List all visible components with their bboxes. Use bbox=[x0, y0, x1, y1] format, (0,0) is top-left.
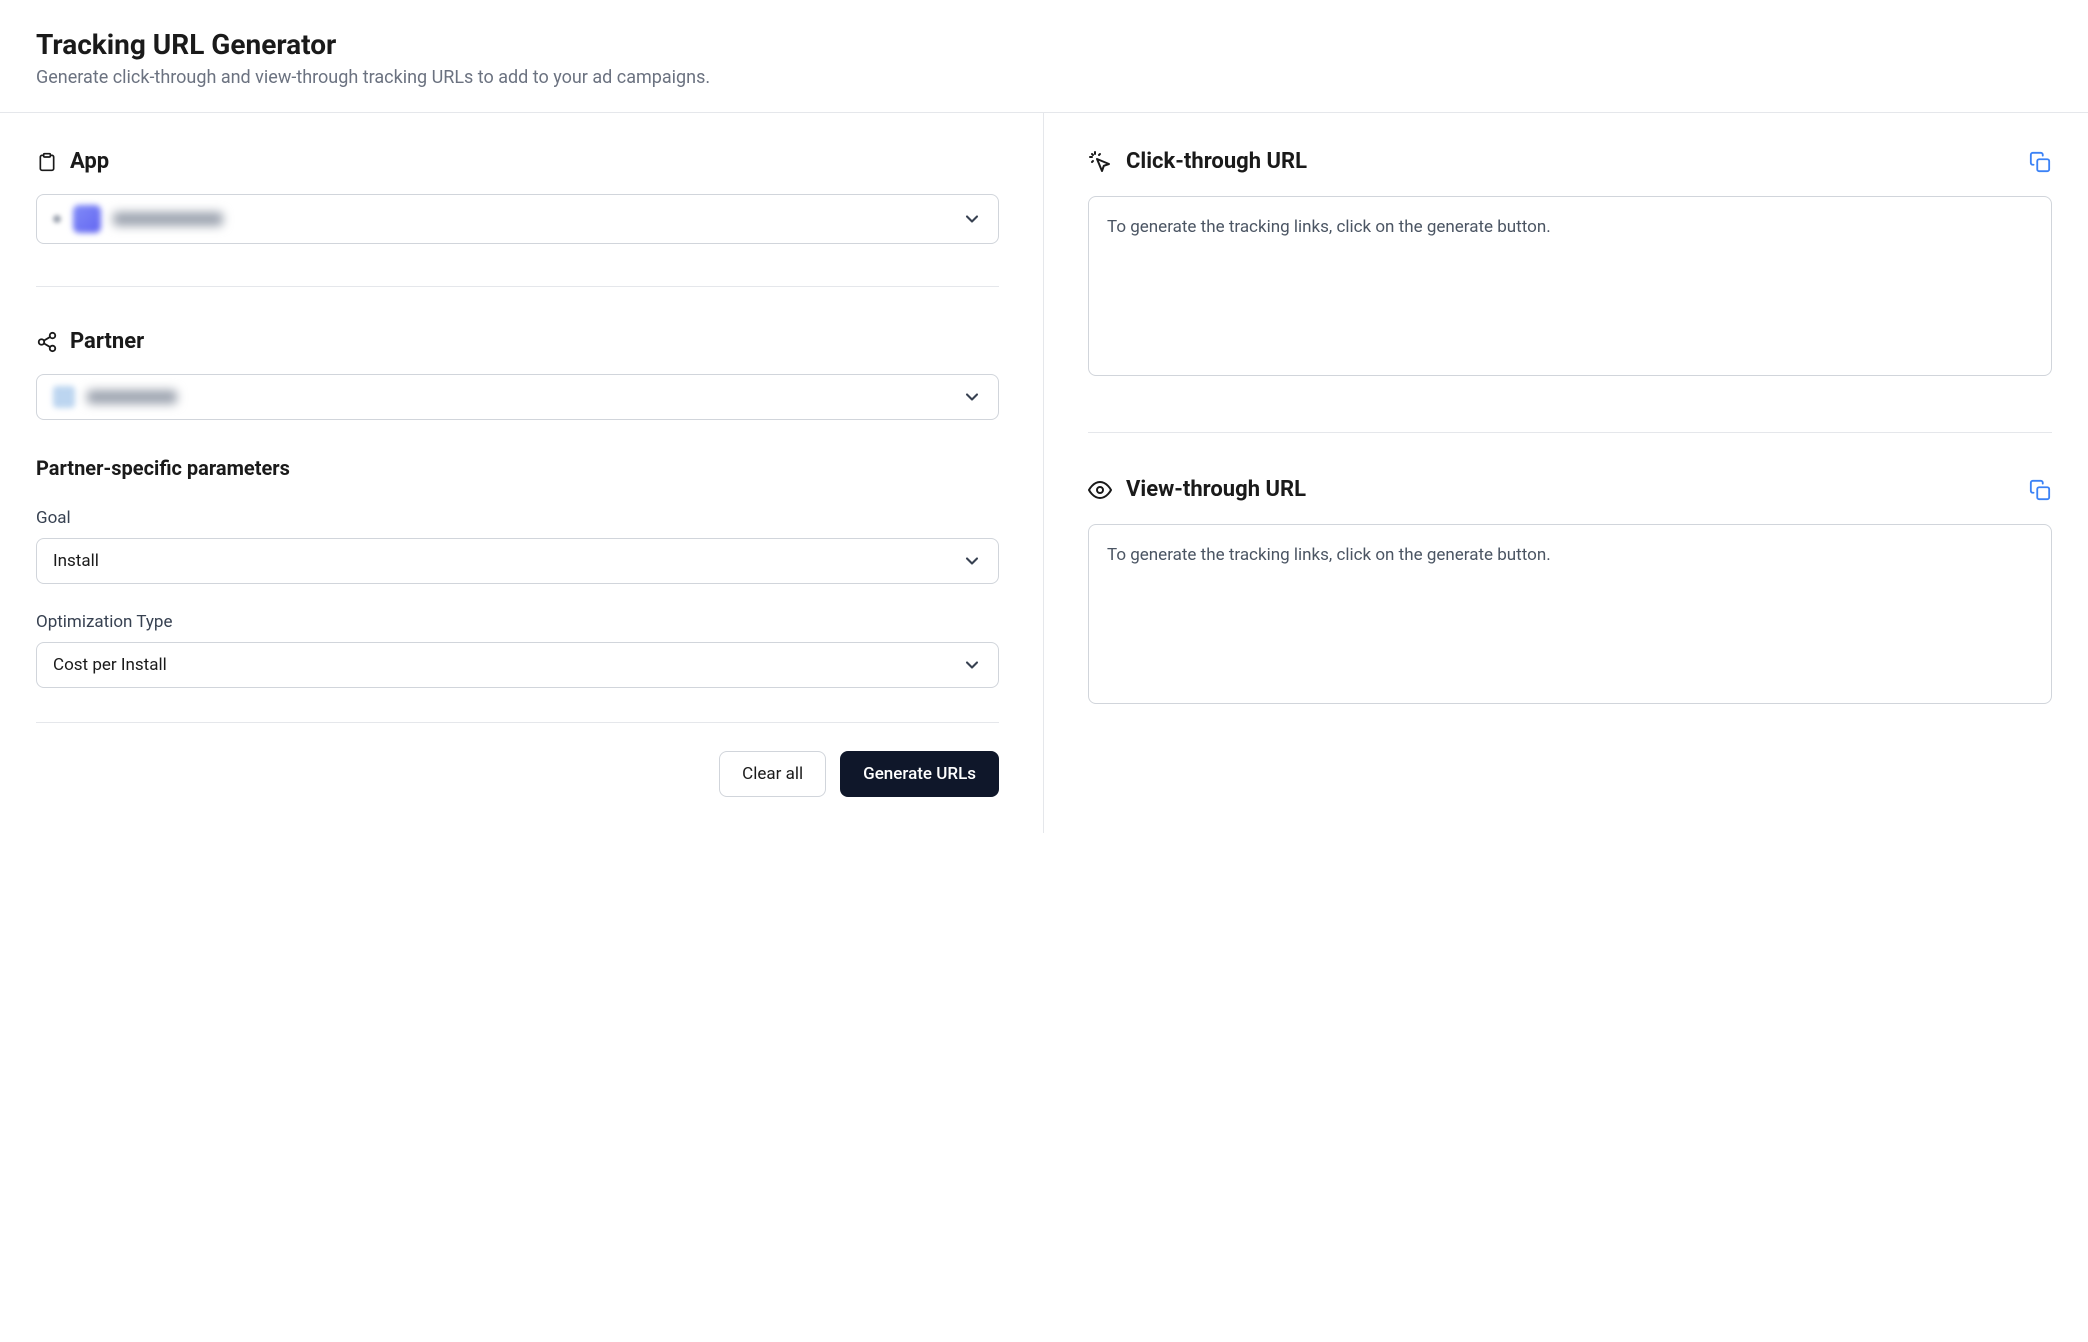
click-through-output: To generate the tracking links, click on… bbox=[1088, 196, 2052, 376]
app-label: App bbox=[70, 149, 109, 174]
generate-urls-button[interactable]: Generate URLs bbox=[840, 751, 999, 797]
share-nodes-icon bbox=[36, 331, 58, 353]
page-subtitle: Generate click-through and view-through … bbox=[36, 67, 2052, 88]
app-select[interactable] bbox=[36, 194, 999, 244]
page-header: Tracking URL Generator Generate click-th… bbox=[0, 0, 2088, 113]
click-through-header: Click-through URL bbox=[1088, 149, 2052, 174]
page-title: Tracking URL Generator bbox=[36, 28, 2052, 61]
copy-view-url-button[interactable] bbox=[2028, 478, 2052, 502]
optimization-field: Optimization Type Cost per Install bbox=[36, 612, 999, 688]
chevron-down-icon bbox=[962, 387, 982, 407]
divider bbox=[1088, 432, 2052, 433]
goal-label: Goal bbox=[36, 508, 999, 528]
goal-select[interactable]: Install bbox=[36, 538, 999, 584]
optimization-select[interactable]: Cost per Install bbox=[36, 642, 999, 688]
app-section-header: App bbox=[36, 149, 999, 174]
params-title: Partner-specific parameters bbox=[36, 456, 999, 480]
clipboard-icon bbox=[36, 151, 58, 173]
chevron-down-icon bbox=[962, 655, 982, 675]
optimization-label: Optimization Type bbox=[36, 612, 999, 632]
eye-icon bbox=[1088, 478, 1112, 502]
clear-all-button[interactable]: Clear all bbox=[719, 751, 826, 797]
view-through-title: View-through URL bbox=[1126, 477, 1306, 502]
content-area: App Partner bbox=[0, 113, 2088, 833]
chevron-down-icon bbox=[962, 209, 982, 229]
output-pane: Click-through URL To generate the tracki… bbox=[1044, 113, 2088, 833]
form-pane: App Partner bbox=[0, 113, 1044, 833]
chevron-down-icon bbox=[962, 551, 982, 571]
app-selected-value bbox=[53, 205, 223, 233]
click-through-section: Click-through URL To generate the tracki… bbox=[1088, 149, 2052, 376]
view-through-section: View-through URL To generate the trackin… bbox=[1088, 477, 2052, 704]
goal-value: Install bbox=[53, 551, 99, 571]
copy-click-url-button[interactable] bbox=[2028, 150, 2052, 174]
partner-selected-value bbox=[53, 386, 177, 408]
divider bbox=[36, 722, 999, 723]
goal-field: Goal Install bbox=[36, 508, 999, 584]
view-through-header: View-through URL bbox=[1088, 477, 2052, 502]
divider bbox=[36, 286, 999, 287]
view-through-output: To generate the tracking links, click on… bbox=[1088, 524, 2052, 704]
button-row: Clear all Generate URLs bbox=[36, 751, 999, 797]
click-through-title: Click-through URL bbox=[1126, 149, 1307, 174]
optimization-value: Cost per Install bbox=[53, 655, 167, 675]
partner-select[interactable] bbox=[36, 374, 999, 420]
partner-label: Partner bbox=[70, 329, 144, 354]
cursor-click-icon bbox=[1088, 150, 1112, 174]
partner-section-header: Partner bbox=[36, 329, 999, 354]
